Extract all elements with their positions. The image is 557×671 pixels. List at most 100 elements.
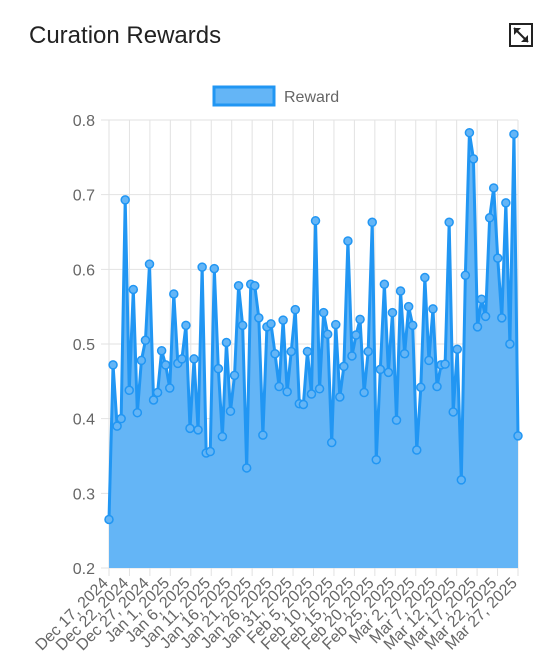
data-point[interactable] (420, 272, 430, 283)
data-point[interactable] (501, 198, 511, 208)
data-point[interactable] (132, 407, 143, 418)
data-point[interactable] (371, 454, 382, 465)
data-point[interactable] (148, 395, 159, 405)
data-point[interactable] (326, 437, 337, 448)
data-point[interactable] (128, 284, 139, 295)
data-point[interactable] (318, 307, 329, 318)
data-point[interactable] (476, 294, 487, 304)
data-point[interactable] (416, 382, 426, 393)
data-point[interactable] (375, 364, 386, 375)
data-point[interactable] (278, 315, 288, 325)
y-tick-label: 0.4 (73, 412, 95, 429)
data-point[interactable] (488, 183, 499, 193)
data-point[interactable] (359, 387, 369, 398)
data-point[interactable] (116, 413, 126, 424)
data-point[interactable] (205, 446, 215, 457)
data-point[interactable] (351, 330, 361, 340)
data-point[interactable] (217, 431, 228, 442)
data-point[interactable] (456, 475, 467, 485)
data-point[interactable] (189, 354, 199, 364)
data-point[interactable] (383, 367, 394, 378)
data-point[interactable] (254, 313, 264, 323)
data-point[interactable] (440, 359, 450, 369)
data-point[interactable] (209, 263, 220, 274)
data-point[interactable] (306, 389, 317, 399)
data-point[interactable] (108, 360, 118, 370)
data-point[interactable] (355, 314, 365, 325)
data-point[interactable] (480, 311, 491, 322)
data-point[interactable] (177, 354, 187, 364)
data-point[interactable] (472, 322, 483, 332)
data-point[interactable] (258, 430, 268, 440)
data-point[interactable] (399, 348, 410, 359)
data-point[interactable] (140, 335, 151, 346)
data-point[interactable] (493, 253, 503, 263)
chart-legend[interactable]: Reward (212, 85, 339, 107)
data-point[interactable] (367, 217, 377, 228)
data-point[interactable] (185, 423, 195, 434)
data-point[interactable] (428, 304, 438, 314)
data-point[interactable] (331, 319, 341, 330)
data-point[interactable] (197, 262, 207, 272)
data-point[interactable] (298, 399, 309, 410)
data-point[interactable] (266, 319, 276, 329)
y-tick-label: 0.8 (73, 113, 95, 130)
data-point[interactable] (233, 281, 244, 291)
data-point[interactable] (164, 383, 175, 393)
data-point[interactable] (124, 385, 134, 396)
data-point[interactable] (363, 346, 373, 357)
data-point[interactable] (335, 392, 345, 402)
data-point[interactable] (181, 320, 191, 331)
data-point[interactable] (497, 313, 507, 323)
data-point[interactable] (120, 195, 130, 205)
data-point[interactable] (250, 281, 260, 291)
data-point[interactable] (302, 346, 313, 357)
data-point[interactable] (387, 307, 398, 318)
data-point[interactable] (391, 415, 402, 425)
data-point[interactable] (395, 286, 406, 296)
data-point[interactable] (112, 421, 122, 431)
data-point[interactable] (444, 217, 454, 228)
data-point[interactable] (468, 154, 479, 164)
data-point[interactable] (347, 351, 357, 361)
data-point[interactable] (241, 463, 252, 473)
data-point[interactable] (310, 216, 321, 226)
data-point[interactable] (286, 346, 296, 357)
data-point[interactable] (213, 363, 224, 374)
data-point[interactable] (290, 304, 301, 315)
data-point[interactable] (221, 337, 232, 348)
data-point[interactable] (509, 129, 519, 139)
data-point[interactable] (339, 361, 349, 372)
data-point[interactable] (460, 270, 471, 281)
data-point[interactable] (152, 387, 163, 398)
data-point[interactable] (160, 360, 171, 370)
data-point[interactable] (412, 445, 422, 455)
data-point[interactable] (424, 355, 434, 366)
data-point[interactable] (225, 406, 236, 416)
data-point[interactable] (484, 213, 495, 223)
data-point[interactable] (144, 259, 155, 269)
data-point[interactable] (193, 425, 203, 435)
data-point[interactable] (343, 236, 353, 246)
data-point[interactable] (314, 384, 325, 394)
data-point[interactable] (156, 345, 167, 356)
data-point[interactable] (403, 301, 414, 312)
data-point[interactable] (104, 514, 114, 525)
data-point[interactable] (464, 127, 475, 138)
data-point[interactable] (136, 355, 147, 366)
data-point[interactable] (270, 348, 280, 359)
data-point[interactable] (407, 320, 418, 331)
data-point[interactable] (274, 381, 284, 392)
data-point[interactable] (513, 431, 523, 441)
data-point[interactable] (448, 407, 458, 417)
data-point[interactable] (169, 289, 179, 299)
data-point[interactable] (432, 381, 442, 392)
data-point[interactable] (505, 339, 515, 349)
data-point[interactable] (379, 279, 390, 290)
data-point[interactable] (229, 370, 240, 381)
expand-button[interactable] (508, 22, 534, 48)
data-point[interactable] (452, 344, 463, 354)
data-point[interactable] (237, 320, 248, 331)
data-point[interactable] (282, 387, 292, 397)
data-point[interactable] (322, 329, 333, 340)
